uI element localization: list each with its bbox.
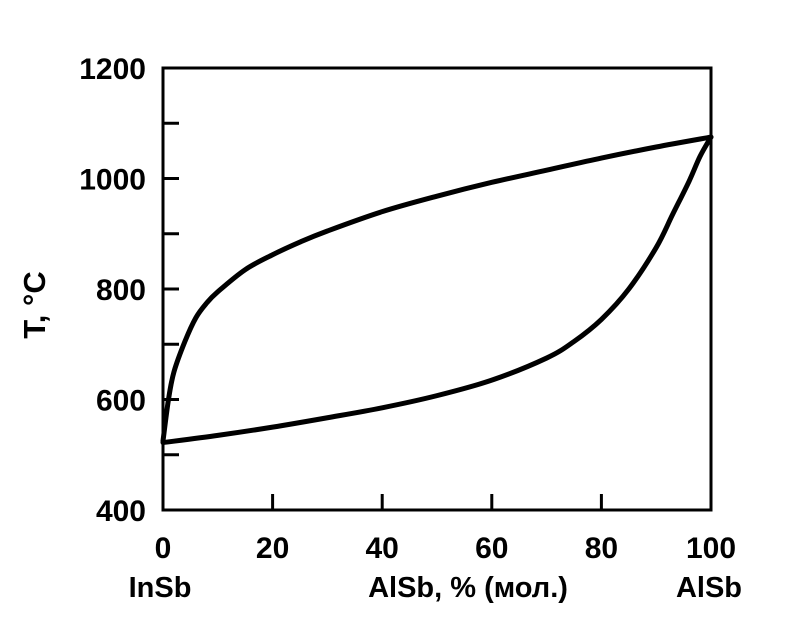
x-tick-label: 80: [585, 532, 618, 565]
y-axis-label: T, °C: [17, 271, 52, 339]
x-tick-label: 20: [256, 532, 289, 565]
y-tick-label: 1200: [79, 53, 146, 86]
y-tick-label: 800: [96, 274, 146, 307]
series-group: [160, 134, 714, 446]
y-tick-label: 600: [96, 385, 146, 418]
x-axis-label: AlSb, % (мол.): [368, 572, 568, 604]
y-axis-ticks: [163, 121, 179, 457]
x-axis-ticks: [271, 494, 603, 510]
y-tick-label: 1000: [79, 164, 146, 197]
x-tick-label: 100: [686, 532, 736, 565]
y-axis-tick-labels: 400 600 800 1000 1200: [79, 53, 146, 528]
y-tick-label: 400: [96, 495, 146, 528]
solidus-curve: [160, 134, 714, 446]
liquidus-curve: [160, 134, 714, 444]
x-axis-right-label: AlSb: [676, 572, 742, 604]
x-tick-label: 40: [366, 532, 399, 565]
x-tick-label: 60: [475, 532, 508, 565]
x-axis-left-label: InSb: [129, 572, 192, 604]
x-axis-tick-labels: 0 20 40 60 80 100: [155, 532, 736, 565]
x-tick-label: 0: [155, 532, 172, 565]
